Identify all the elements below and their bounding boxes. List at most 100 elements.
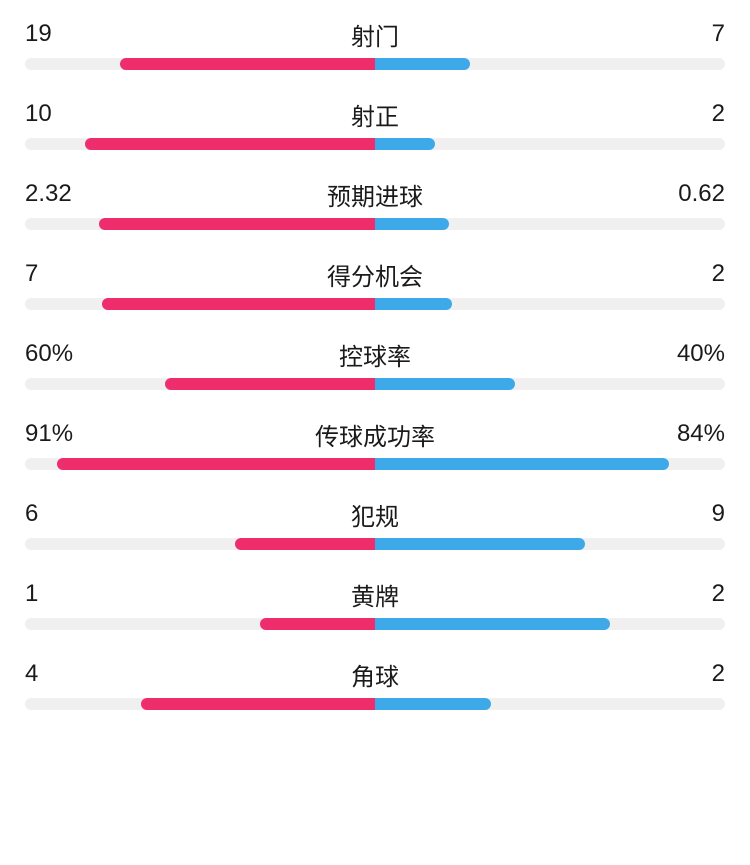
bar-right-half: [375, 458, 725, 470]
stat-header: 2.32预期进球0.62: [25, 180, 725, 208]
bar-left-half: [25, 298, 375, 310]
stat-value-left: 1: [25, 580, 38, 608]
bar-right-half: [375, 58, 725, 70]
stat-label: 射正: [351, 97, 399, 132]
bar-right-half: [375, 298, 725, 310]
stat-header-wrapper: 60%控球率40%: [25, 340, 725, 368]
stat-value-right: 9: [712, 500, 725, 528]
bar-left: [141, 698, 376, 710]
stat-label: 角球: [351, 657, 399, 692]
stat-bar-container: [25, 378, 725, 390]
bar-right-half: [375, 698, 725, 710]
bar-left-half: [25, 378, 375, 390]
stat-row: 1 黄牌 2: [25, 580, 725, 630]
stat-header: 10射正2: [25, 100, 725, 128]
bar-left: [120, 58, 376, 70]
stat-value-left: 19: [25, 20, 52, 48]
bar-left-half: [25, 138, 375, 150]
stat-value-right: 2: [712, 100, 725, 128]
stats-comparison-container: 19射门710射正22.32预期进球0.627得分机会260%控球率40%91%…: [25, 20, 725, 710]
bar-right: [375, 538, 585, 550]
stat-header-wrapper: 4角球2: [25, 660, 725, 688]
stat-value-left: 60%: [25, 340, 73, 368]
bar-right-half: [375, 618, 725, 630]
stat-label: 传球成功率: [315, 417, 435, 452]
stat-label: 预期进球: [327, 177, 423, 212]
bar-right-half: [375, 538, 725, 550]
stat-value-right: 0.62: [678, 180, 725, 208]
stat-value-right: 2: [712, 260, 725, 288]
stat-label: 得分机会: [327, 257, 423, 292]
bar-right: [375, 458, 669, 470]
stat-value-right: 2: [712, 580, 725, 608]
stat-row: 2.32 预期进球 0.62: [25, 180, 725, 230]
stat-value-left: 4: [25, 660, 38, 688]
stat-label: 黄牌: [351, 577, 399, 612]
stat-header: 1黄牌2: [25, 580, 725, 608]
bar-right-half: [375, 218, 725, 230]
bar-right: [375, 138, 435, 150]
stat-bar-container: [25, 618, 725, 630]
bar-left-half: [25, 58, 375, 70]
stat-row: 91% 传球成功率 84%: [25, 420, 725, 470]
stat-bar-container: [25, 218, 725, 230]
stat-label: 犯规: [351, 497, 399, 532]
bar-left: [99, 218, 376, 230]
stat-header: 60%控球率40%: [25, 340, 725, 368]
stat-header: 4角球2: [25, 660, 725, 688]
stat-value-right: 40%: [677, 340, 725, 368]
stat-value-left: 10: [25, 100, 52, 128]
bar-right: [375, 698, 491, 710]
stat-value-left: 2.32: [25, 180, 72, 208]
stat-row: 6 犯规 9: [25, 500, 725, 550]
bar-right: [375, 618, 610, 630]
stat-bar-container: [25, 698, 725, 710]
bar-left-half: [25, 538, 375, 550]
bar-left: [260, 618, 376, 630]
bar-right: [375, 298, 452, 310]
stat-row: 60% 控球率 40%: [25, 340, 725, 390]
stat-header-wrapper: 10射正2: [25, 100, 725, 128]
stat-header-wrapper: 2.32预期进球0.62: [25, 180, 725, 208]
stat-header-wrapper: 91%传球成功率84%: [25, 420, 725, 448]
stat-header: 91%传球成功率84%: [25, 420, 725, 448]
stat-row: 7 得分机会 2: [25, 260, 725, 310]
stat-value-right: 7: [712, 20, 725, 48]
bar-left-half: [25, 618, 375, 630]
stat-header-wrapper: 6犯规9: [25, 500, 725, 528]
bar-left: [235, 538, 375, 550]
bar-left: [165, 378, 375, 390]
bar-right: [375, 58, 470, 70]
stat-value-left: 7: [25, 260, 38, 288]
stat-label: 射门: [351, 17, 399, 52]
bar-right: [375, 378, 515, 390]
stat-bar-container: [25, 458, 725, 470]
stat-bar-container: [25, 58, 725, 70]
bar-left: [85, 138, 376, 150]
bar-right-half: [375, 138, 725, 150]
stat-header: 7得分机会2: [25, 260, 725, 288]
stat-bar-container: [25, 298, 725, 310]
stat-value-left: 6: [25, 500, 38, 528]
stat-row: 10 射正 2: [25, 100, 725, 150]
stat-value-right: 84%: [677, 420, 725, 448]
stat-header-wrapper: 7得分机会2: [25, 260, 725, 288]
stat-row: 19 射门 7: [25, 20, 725, 70]
stat-row: 4 角球 2: [25, 660, 725, 710]
bar-left-half: [25, 698, 375, 710]
stat-header-wrapper: 19射门7: [25, 20, 725, 48]
stat-header: 6犯规9: [25, 500, 725, 528]
stat-label: 控球率: [339, 337, 411, 372]
stat-value-left: 91%: [25, 420, 73, 448]
stat-bar-container: [25, 138, 725, 150]
stat-header-wrapper: 1黄牌2: [25, 580, 725, 608]
stat-bar-container: [25, 538, 725, 550]
bar-left: [102, 298, 375, 310]
bar-left: [57, 458, 376, 470]
bar-right-half: [375, 378, 725, 390]
bar-left-half: [25, 218, 375, 230]
bar-right: [375, 218, 449, 230]
stat-value-right: 2: [712, 660, 725, 688]
bar-left-half: [25, 458, 375, 470]
stat-header: 19射门7: [25, 20, 725, 48]
